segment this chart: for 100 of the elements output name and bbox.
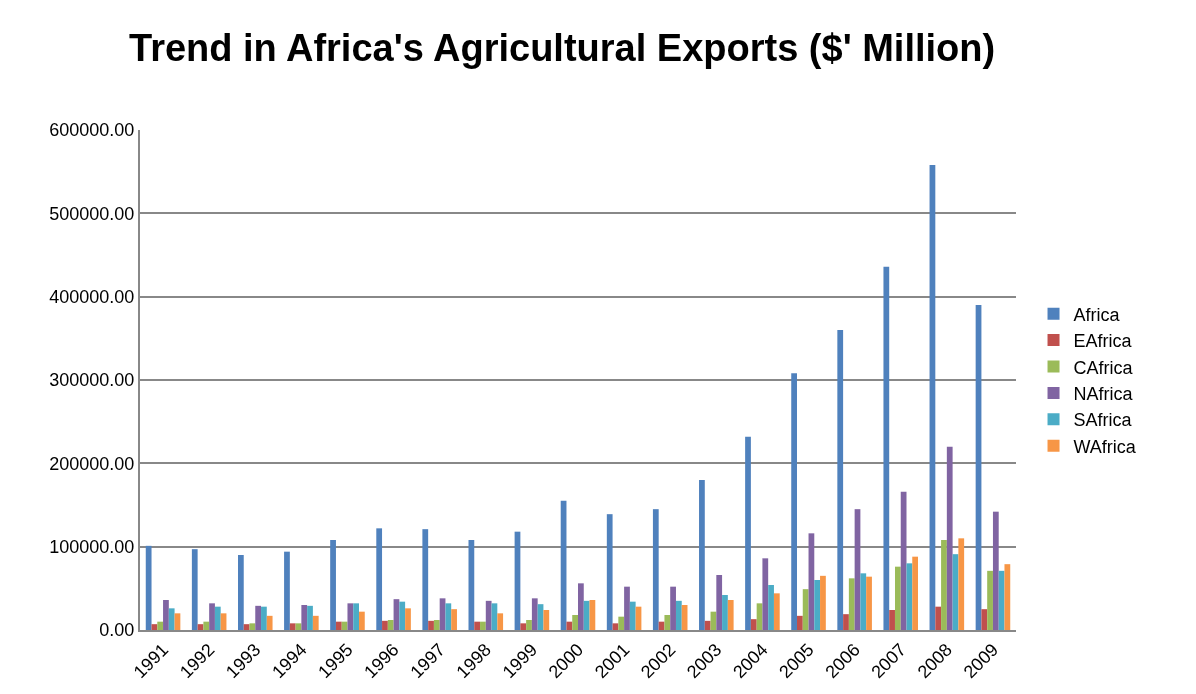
bar (433, 620, 440, 630)
bar (566, 621, 573, 630)
bar (727, 600, 734, 630)
bar (445, 603, 452, 630)
bar (889, 610, 895, 630)
bar (497, 613, 504, 630)
bar (237, 555, 244, 630)
legend-label: EAfrica (1073, 331, 1133, 352)
legend-label: WAfrica (1073, 436, 1137, 457)
bar (485, 600, 492, 630)
bar (583, 600, 590, 630)
bar (843, 614, 849, 630)
y-tick-label: 500000.00 (49, 203, 135, 224)
bar (941, 540, 947, 630)
bar (745, 436, 751, 630)
bar (284, 551, 290, 630)
bar (387, 620, 394, 630)
bar (866, 576, 872, 630)
bar (255, 605, 262, 630)
bar (399, 601, 406, 630)
y-tick-label: 600000.00 (49, 120, 135, 141)
bar (814, 580, 821, 630)
bar (958, 538, 965, 630)
bar (168, 608, 175, 630)
bar (802, 589, 809, 630)
bar (480, 621, 486, 630)
bar (837, 330, 844, 630)
bar (145, 545, 152, 630)
bar (612, 623, 619, 630)
bar (474, 621, 481, 630)
bar (946, 446, 953, 630)
bar (768, 585, 774, 630)
bar (531, 598, 538, 630)
y-tick-label: 0.00 (99, 620, 135, 641)
bar (353, 603, 359, 630)
y-tick-label: 300000.00 (49, 370, 135, 391)
bar (335, 621, 342, 630)
bar (629, 601, 636, 630)
bar (261, 606, 267, 630)
bar (422, 529, 429, 630)
bar (750, 619, 757, 630)
bar (652, 509, 659, 630)
bar (405, 608, 411, 630)
bar (572, 615, 578, 630)
bar (307, 605, 313, 630)
bar (249, 623, 256, 630)
legend-label: CAfrica (1073, 357, 1134, 378)
bar (820, 575, 826, 630)
bar (578, 583, 584, 630)
bar (203, 621, 210, 630)
legend-label: NAfrica (1073, 383, 1134, 404)
bar (289, 623, 296, 630)
bar (347, 603, 354, 630)
bar (428, 620, 434, 630)
bar (797, 615, 803, 630)
bar (664, 615, 671, 630)
chart-title: Trend in Africa's Agricultural Exports ($' Million) (129, 27, 996, 70)
bar (624, 586, 630, 630)
bar (992, 511, 999, 630)
bar (312, 615, 319, 630)
bar (681, 605, 688, 630)
bar (716, 575, 723, 630)
bar (191, 549, 198, 630)
y-tick-label: 100000.00 (49, 536, 135, 557)
bar (301, 605, 308, 630)
legend-label: Africa (1073, 304, 1121, 325)
bar (266, 615, 273, 630)
bar (900, 491, 907, 630)
bar (330, 540, 336, 630)
bar (773, 593, 780, 630)
bar (912, 556, 919, 630)
bar (451, 609, 457, 630)
bar (1004, 564, 1011, 630)
bar (894, 566, 901, 630)
bar (883, 266, 890, 630)
bar (606, 514, 613, 630)
bar (722, 595, 728, 630)
bar (704, 620, 711, 630)
bar (543, 610, 550, 630)
bar (618, 616, 625, 630)
bar (848, 578, 855, 630)
bar (243, 624, 250, 630)
bar (376, 528, 383, 630)
legend-label: SAfrica (1073, 410, 1133, 431)
bar (860, 573, 867, 630)
y-tick-label: 400000.00 (49, 286, 135, 307)
bar (791, 373, 797, 630)
bar (699, 480, 705, 630)
bar (526, 620, 532, 630)
bar (295, 623, 302, 630)
bar (520, 623, 527, 630)
bar (157, 621, 164, 630)
bar (987, 570, 993, 630)
bar (359, 611, 365, 630)
bar (981, 609, 988, 630)
y-tick-label: 200000.00 (49, 453, 135, 474)
bar (163, 600, 169, 630)
bar (675, 600, 682, 630)
bar (762, 558, 769, 630)
bar (670, 586, 676, 630)
